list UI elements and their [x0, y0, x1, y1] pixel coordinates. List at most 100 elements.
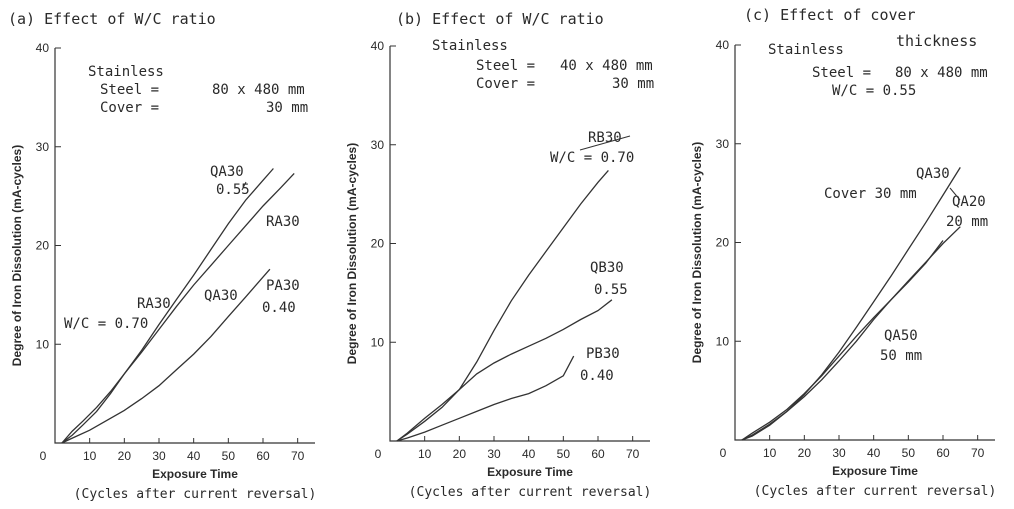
x-tick-label: 70 — [291, 449, 305, 463]
y-tick-label: 30 — [36, 140, 50, 154]
label-qa30-top-wc: 0.55 — [216, 182, 250, 198]
label-qa20-val: 20 mm — [946, 214, 988, 230]
label-leader-line — [579, 135, 631, 151]
series-line-a-1 — [61, 168, 274, 444]
panel-c-steel-val: 80 x 480 mm — [895, 65, 988, 81]
panel-a-steel-val: 80 x 480 mm — [212, 82, 305, 98]
x-tick-label: 10 — [418, 447, 432, 461]
x-axis-label: Exposure Time — [152, 467, 238, 481]
label-qa30-top: QA30 — [210, 164, 244, 180]
label-ra30-right: RA30 — [266, 214, 300, 230]
y-tick-label: 20 — [716, 236, 730, 250]
panel-c: (c) Effect of cover thickness Stainless … — [690, 6, 996, 499]
series-line-b-2 — [396, 299, 613, 442]
x-tick-label: 0 — [720, 446, 727, 460]
x-tick-label: 30 — [487, 447, 501, 461]
y-tick-label: 10 — [36, 337, 50, 351]
x-tick-label: 50 — [557, 447, 571, 461]
x-tick-label: 20 — [453, 447, 467, 461]
panel-b-steel-val: 40 x 480 mm — [560, 58, 653, 74]
label-qa30-mid: QA30 — [204, 288, 238, 304]
panel-c-material: Stainless — [768, 42, 844, 58]
x-tick-label: 60 — [256, 449, 270, 463]
x-axis-sublabel: (Cycles after current reversal) — [74, 487, 317, 502]
y-axis-label: Degree of Iron Dissolution (mA-cycles) — [690, 142, 704, 363]
panel-a: (a) Effect of W/C ratio Stainless Steel … — [8, 10, 316, 502]
y-tick-label: 10 — [716, 334, 730, 348]
axis-lines — [734, 45, 995, 441]
panel-b-material: Stainless — [432, 38, 508, 54]
x-tick-label: 0 — [375, 447, 382, 461]
panel-b-cover-key: Cover = — [476, 76, 535, 92]
panel-b-title: (b) Effect of W/C ratio — [396, 10, 604, 28]
y-tick-label: 40 — [371, 39, 385, 53]
x-tick-label: 30 — [832, 446, 846, 460]
x-tick-label: 10 — [763, 446, 777, 460]
x-tick-label: 70 — [626, 447, 640, 461]
series-line-a-2 — [61, 172, 295, 444]
y-tick-label: 20 — [371, 237, 385, 251]
label-qa30: QA30 — [916, 166, 950, 182]
label-pa30: PA30 — [266, 278, 300, 294]
label-ra30-left: RA30 — [137, 296, 171, 312]
x-tick-label: 20 — [118, 449, 132, 463]
series-line-a-3 — [61, 268, 271, 444]
panel-a-cover-val: 30 mm — [266, 100, 308, 116]
panel-b-cover-val: 30 mm — [612, 76, 654, 92]
series-line-b-3 — [396, 355, 575, 442]
x-tick-label: 50 — [222, 449, 236, 463]
x-tick-label: 20 — [798, 446, 812, 460]
y-tick-label: 30 — [371, 138, 385, 152]
label-qa20: QA20 — [952, 194, 986, 210]
y-tick-label: 20 — [36, 239, 50, 253]
label-rb30-wc: W/C = 0.70 — [550, 150, 634, 166]
panel-a-material: Stainless — [88, 64, 164, 80]
label-wc-070: W/C = 0.70 — [64, 316, 148, 332]
label-qa50: QA50 — [884, 328, 918, 344]
panel-a-steel-key: Steel = — [100, 82, 159, 98]
panel-c-wc: W/C = 0.55 — [832, 83, 916, 99]
series-line-b-1 — [396, 169, 609, 442]
label-qa50-val: 50 mm — [880, 348, 922, 364]
x-tick-label: 40 — [867, 446, 881, 460]
y-tick-label: 40 — [716, 38, 730, 52]
series-line-c-2 — [741, 226, 961, 441]
panel-b-steel-key: Steel = — [476, 58, 535, 74]
x-axis-label: Exposure Time — [487, 465, 573, 479]
y-axis-label: Degree of Iron Dissolution (mA-cycles) — [345, 143, 359, 364]
x-tick-label: 40 — [522, 447, 536, 461]
label-qb30-wc: 0.55 — [594, 282, 628, 298]
y-axis-label: Degree of Iron Dissolution (mA-cycles) — [10, 145, 24, 366]
label-leader-line — [241, 181, 247, 191]
panel-b: (b) Effect of W/C ratio Stainless Steel … — [345, 10, 654, 500]
y-tick-label: 40 — [36, 41, 50, 55]
label-pa30-wc: 0.40 — [262, 300, 296, 316]
series-line-c-3 — [741, 240, 944, 441]
panel-a-cover-key: Cover = — [100, 100, 159, 116]
label-qb30: QB30 — [590, 260, 624, 276]
label-leader-line — [949, 187, 961, 201]
x-axis-sublabel: (Cycles after current reversal) — [754, 484, 997, 499]
panel-c-steel-key: Steel = — [812, 65, 871, 81]
y-tick-label: 10 — [371, 335, 385, 349]
x-axis-sublabel: (Cycles after current reversal) — [409, 485, 652, 500]
x-tick-label: 40 — [187, 449, 201, 463]
x-tick-label: 70 — [971, 446, 985, 460]
panel-c-title-line1: (c) Effect of cover — [744, 6, 916, 24]
label-pb30-wc: 0.40 — [580, 368, 614, 384]
series-line-c-1 — [741, 167, 961, 441]
x-tick-label: 60 — [591, 447, 605, 461]
x-tick-label: 0 — [40, 449, 47, 463]
x-tick-label: 50 — [902, 446, 916, 460]
x-axis-label: Exposure Time — [832, 464, 918, 478]
panel-a-title: (a) Effect of W/C ratio — [8, 10, 216, 28]
x-tick-label: 30 — [152, 449, 166, 463]
x-tick-label: 60 — [936, 446, 950, 460]
panel-c-title-line2: thickness — [896, 32, 977, 50]
y-tick-label: 30 — [716, 137, 730, 151]
label-rb30: RB30 — [588, 130, 622, 146]
label-pb30: PB30 — [586, 346, 620, 362]
label-cover-30: Cover 30 mm — [824, 186, 917, 202]
x-tick-label: 10 — [83, 449, 97, 463]
